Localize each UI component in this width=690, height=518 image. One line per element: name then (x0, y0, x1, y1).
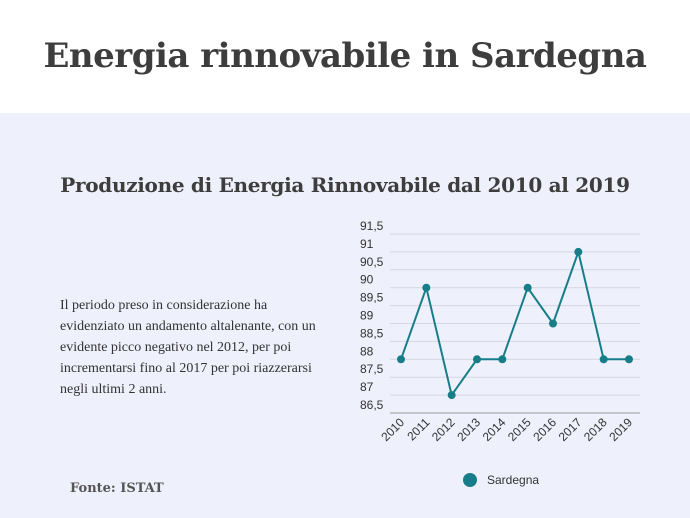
data-point (498, 355, 507, 364)
series-line (400, 250, 629, 397)
x-tick-label: 2013 (454, 415, 483, 444)
y-tick-label: 86,5 (360, 398, 384, 412)
x-tick-label: 2018 (581, 415, 610, 444)
page-title: Energia rinnovabile in Sardegna (43, 36, 647, 76)
y-tick-label: 89,5 (360, 291, 384, 305)
line-chart: 86,58787,58888,58989,59090,59191,5201020… (360, 219, 640, 487)
x-tick-label: 2016 (530, 415, 559, 444)
chart-heading: Produzione di Energia Rinnovabile dal 20… (60, 173, 630, 197)
chart-description: Il periodo preso in considerazione ha ev… (60, 298, 316, 397)
legend-marker (463, 473, 477, 487)
y-tick-label: 88,5 (360, 326, 384, 340)
y-tick-label: 89 (360, 309, 374, 323)
data-point (473, 355, 481, 364)
data-point (397, 355, 405, 364)
x-tick-label: 2017 (556, 415, 585, 444)
x-tick-label: 2015 (505, 415, 534, 444)
data-point (523, 283, 532, 292)
legend-label: Sardegna (487, 473, 539, 487)
x-tick-label: 2011 (404, 415, 432, 443)
x-tick-label: 2014 (480, 415, 509, 444)
data-point (447, 391, 456, 400)
y-tick-label: 91,5 (360, 219, 384, 233)
y-tick-label: 90,5 (360, 255, 384, 269)
data-point (422, 283, 431, 292)
y-tick-label: 87,5 (360, 362, 384, 376)
data-point (599, 355, 608, 364)
x-tick-label: 2012 (429, 415, 458, 444)
y-tick-label: 91 (360, 237, 374, 251)
y-tick-label: 90 (360, 273, 374, 287)
page-header: Energia rinnovabile in Sardegna (0, 0, 690, 113)
y-tick-label: 87 (360, 380, 374, 394)
data-point (549, 319, 557, 328)
x-tick-label: 2010 (378, 415, 407, 444)
y-tick-label: 88 (360, 344, 374, 358)
data-point (625, 355, 633, 364)
data-point (574, 247, 583, 256)
source-note: Fonte: ISTAT (70, 481, 164, 496)
x-tick-label: 2019 (606, 415, 635, 444)
chart-panel: Produzione di Energia Rinnovabile dal 20… (0, 113, 690, 518)
